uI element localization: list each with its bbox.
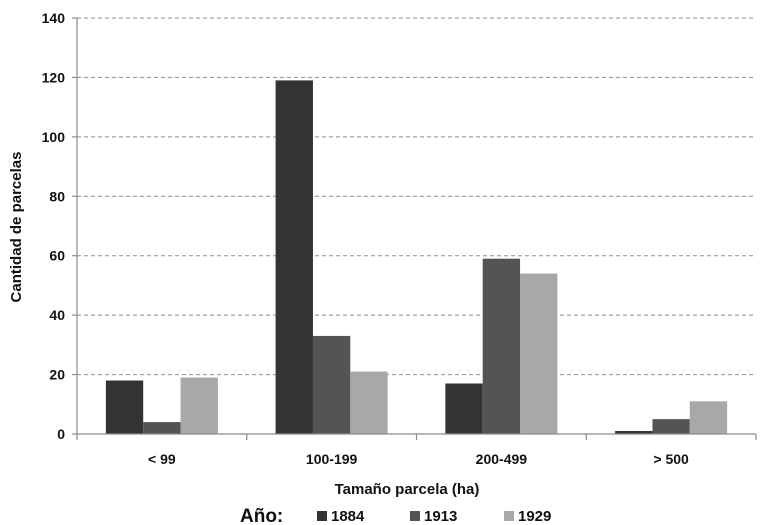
bar-1913-0: [143, 422, 181, 434]
bar-1913-1: [312, 335, 351, 434]
x-tick-label: > 500: [653, 451, 689, 467]
y-tick-label: 140: [42, 10, 66, 26]
bar-1884-0: [105, 380, 144, 434]
x-tick-labels: < 99 100-199 200-499 > 500: [148, 451, 689, 467]
y-tick-label: 60: [49, 248, 65, 264]
legend-label-1929: 1929: [518, 508, 551, 525]
y-tick-labels: 0 20 40 60 80 100 120 140: [42, 10, 66, 442]
bar-1929-2: [520, 273, 558, 434]
legend-label-1913: 1913: [424, 508, 457, 525]
bar-1929-1: [350, 371, 388, 434]
bar-1913-2: [482, 258, 521, 434]
y-tick-label: 100: [42, 129, 66, 145]
x-tick-label: 100-199: [306, 451, 358, 467]
x-tick-label: < 99: [148, 451, 176, 467]
gridlines: [77, 17, 756, 376]
legend-label-1884: 1884: [331, 508, 365, 525]
x-axis-title: Tamaño parcela (ha): [335, 481, 480, 498]
legend-swatch-1929: [504, 511, 514, 521]
y-tick-label: 0: [57, 426, 65, 442]
bar-1884-3: [615, 431, 653, 434]
axes: [72, 17, 757, 440]
legend: Año: 1884 1913 1929: [240, 506, 551, 525]
bars: [105, 80, 728, 435]
x-tick-label: 200-499: [476, 451, 528, 467]
bar-1929-3: [689, 401, 728, 434]
bar-1929-0: [180, 377, 218, 434]
bar-1884-2: [445, 383, 483, 434]
y-tick-label: 80: [49, 188, 65, 204]
y-tick-label: 120: [42, 69, 66, 85]
y-tick-label: 40: [49, 307, 65, 323]
legend-swatch-1884: [317, 511, 327, 521]
legend-title: Año:: [240, 506, 283, 525]
y-tick-label: 20: [49, 367, 65, 383]
bar-1913-3: [652, 419, 690, 434]
legend-items: 1884 1913 1929: [317, 508, 551, 525]
legend-swatch-1913: [410, 511, 420, 521]
bar-1884-1: [275, 80, 313, 435]
y-axis-title: Cantidad de parcelas: [8, 152, 25, 303]
